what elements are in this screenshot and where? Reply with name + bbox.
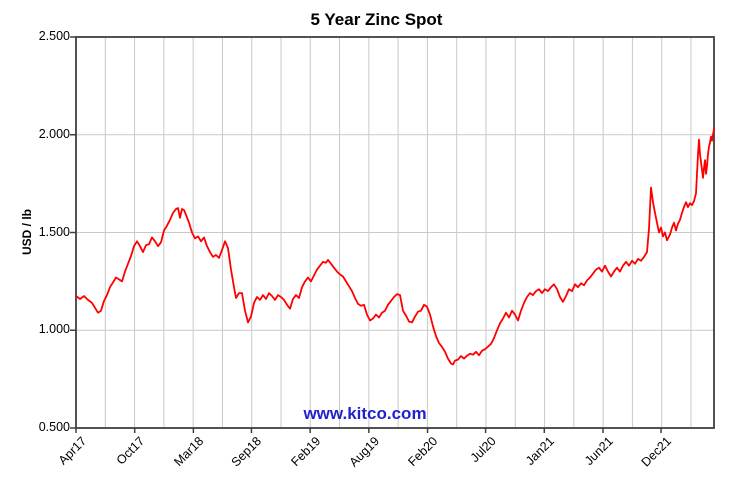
chart-title: 5 Year Zinc Spot	[310, 10, 443, 29]
price-line	[75, 127, 715, 366]
y-tick-label: 0.500	[38, 420, 70, 434]
y-tick-label: 2.000	[38, 126, 70, 141]
y-tick-label: 2.500	[38, 29, 70, 43]
y-tick-label: 1.000	[38, 322, 70, 337]
kitco-watermark: www.kitco.com	[303, 404, 427, 423]
y-tick-label: 1.500	[38, 224, 70, 239]
